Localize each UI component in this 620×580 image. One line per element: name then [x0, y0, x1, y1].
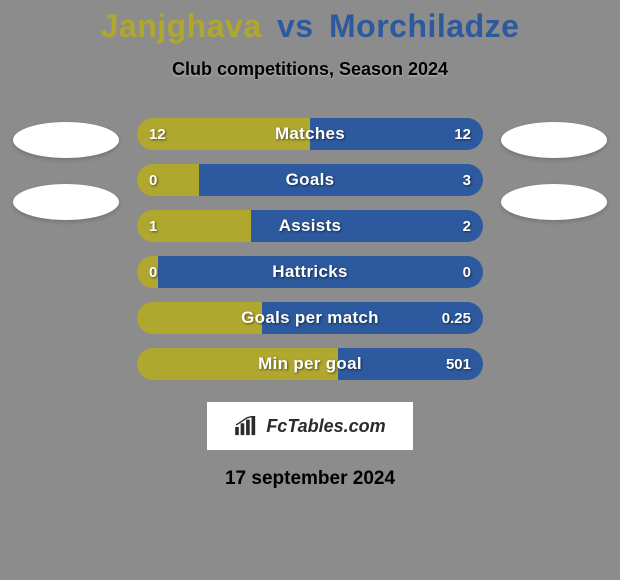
vs-text: vs: [277, 8, 314, 44]
stat-label: Hattricks: [137, 256, 483, 288]
stat-left-value: 0: [149, 256, 157, 288]
subtitle: Club competitions, Season 2024: [0, 59, 620, 80]
stat-bars: Matches1212Goals03Assists12Hattricks00Go…: [137, 118, 483, 380]
player2-club-placeholder: [501, 184, 607, 220]
stat-row: Goals0 3: [137, 164, 483, 196]
stat-left-value: 0: [149, 164, 157, 196]
stat-label: Goals per match: [137, 302, 483, 334]
stat-label: Matches: [137, 118, 483, 150]
brand-chart-icon: [234, 416, 260, 436]
stat-right-value: 3: [463, 164, 471, 196]
main-layout: Matches1212Goals03Assists12Hattricks00Go…: [0, 118, 620, 380]
left-avatar-column: [13, 118, 119, 220]
stat-right-value: 501: [446, 348, 471, 380]
stat-label: Assists: [137, 210, 483, 242]
brand-badge: FcTables.com: [207, 402, 413, 450]
stat-right-value: 0.25: [442, 302, 471, 334]
date: 17 september 2024: [0, 468, 620, 490]
stat-right-value: 2: [463, 210, 471, 242]
headline: Janjghava vs Morchiladze: [0, 8, 620, 45]
stat-right-value: 12: [454, 118, 471, 150]
player1-name: Janjghava: [101, 8, 262, 44]
stat-row: Matches12 12: [137, 118, 483, 150]
player2-name: Morchiladze: [329, 8, 519, 44]
stat-left-value: 1: [149, 210, 157, 242]
stat-left-value: 12: [149, 118, 166, 150]
brand-text: FcTables.com: [266, 416, 385, 437]
stat-right-value: 0: [463, 256, 471, 288]
stat-row: Assists1 2: [137, 210, 483, 242]
player1-club-placeholder: [13, 184, 119, 220]
stat-row: Goals per match0.25: [137, 302, 483, 334]
player1-avatar-placeholder: [13, 122, 119, 158]
player2-avatar-placeholder: [501, 122, 607, 158]
stat-label: Goals: [137, 164, 483, 196]
stat-row: Min per goal501: [137, 348, 483, 380]
comparison-infographic: Janjghava vs Morchiladze Club competitio…: [0, 0, 620, 580]
stat-label: Min per goal: [137, 348, 483, 380]
stat-row: Hattricks0 0: [137, 256, 483, 288]
right-avatar-column: [501, 118, 607, 220]
